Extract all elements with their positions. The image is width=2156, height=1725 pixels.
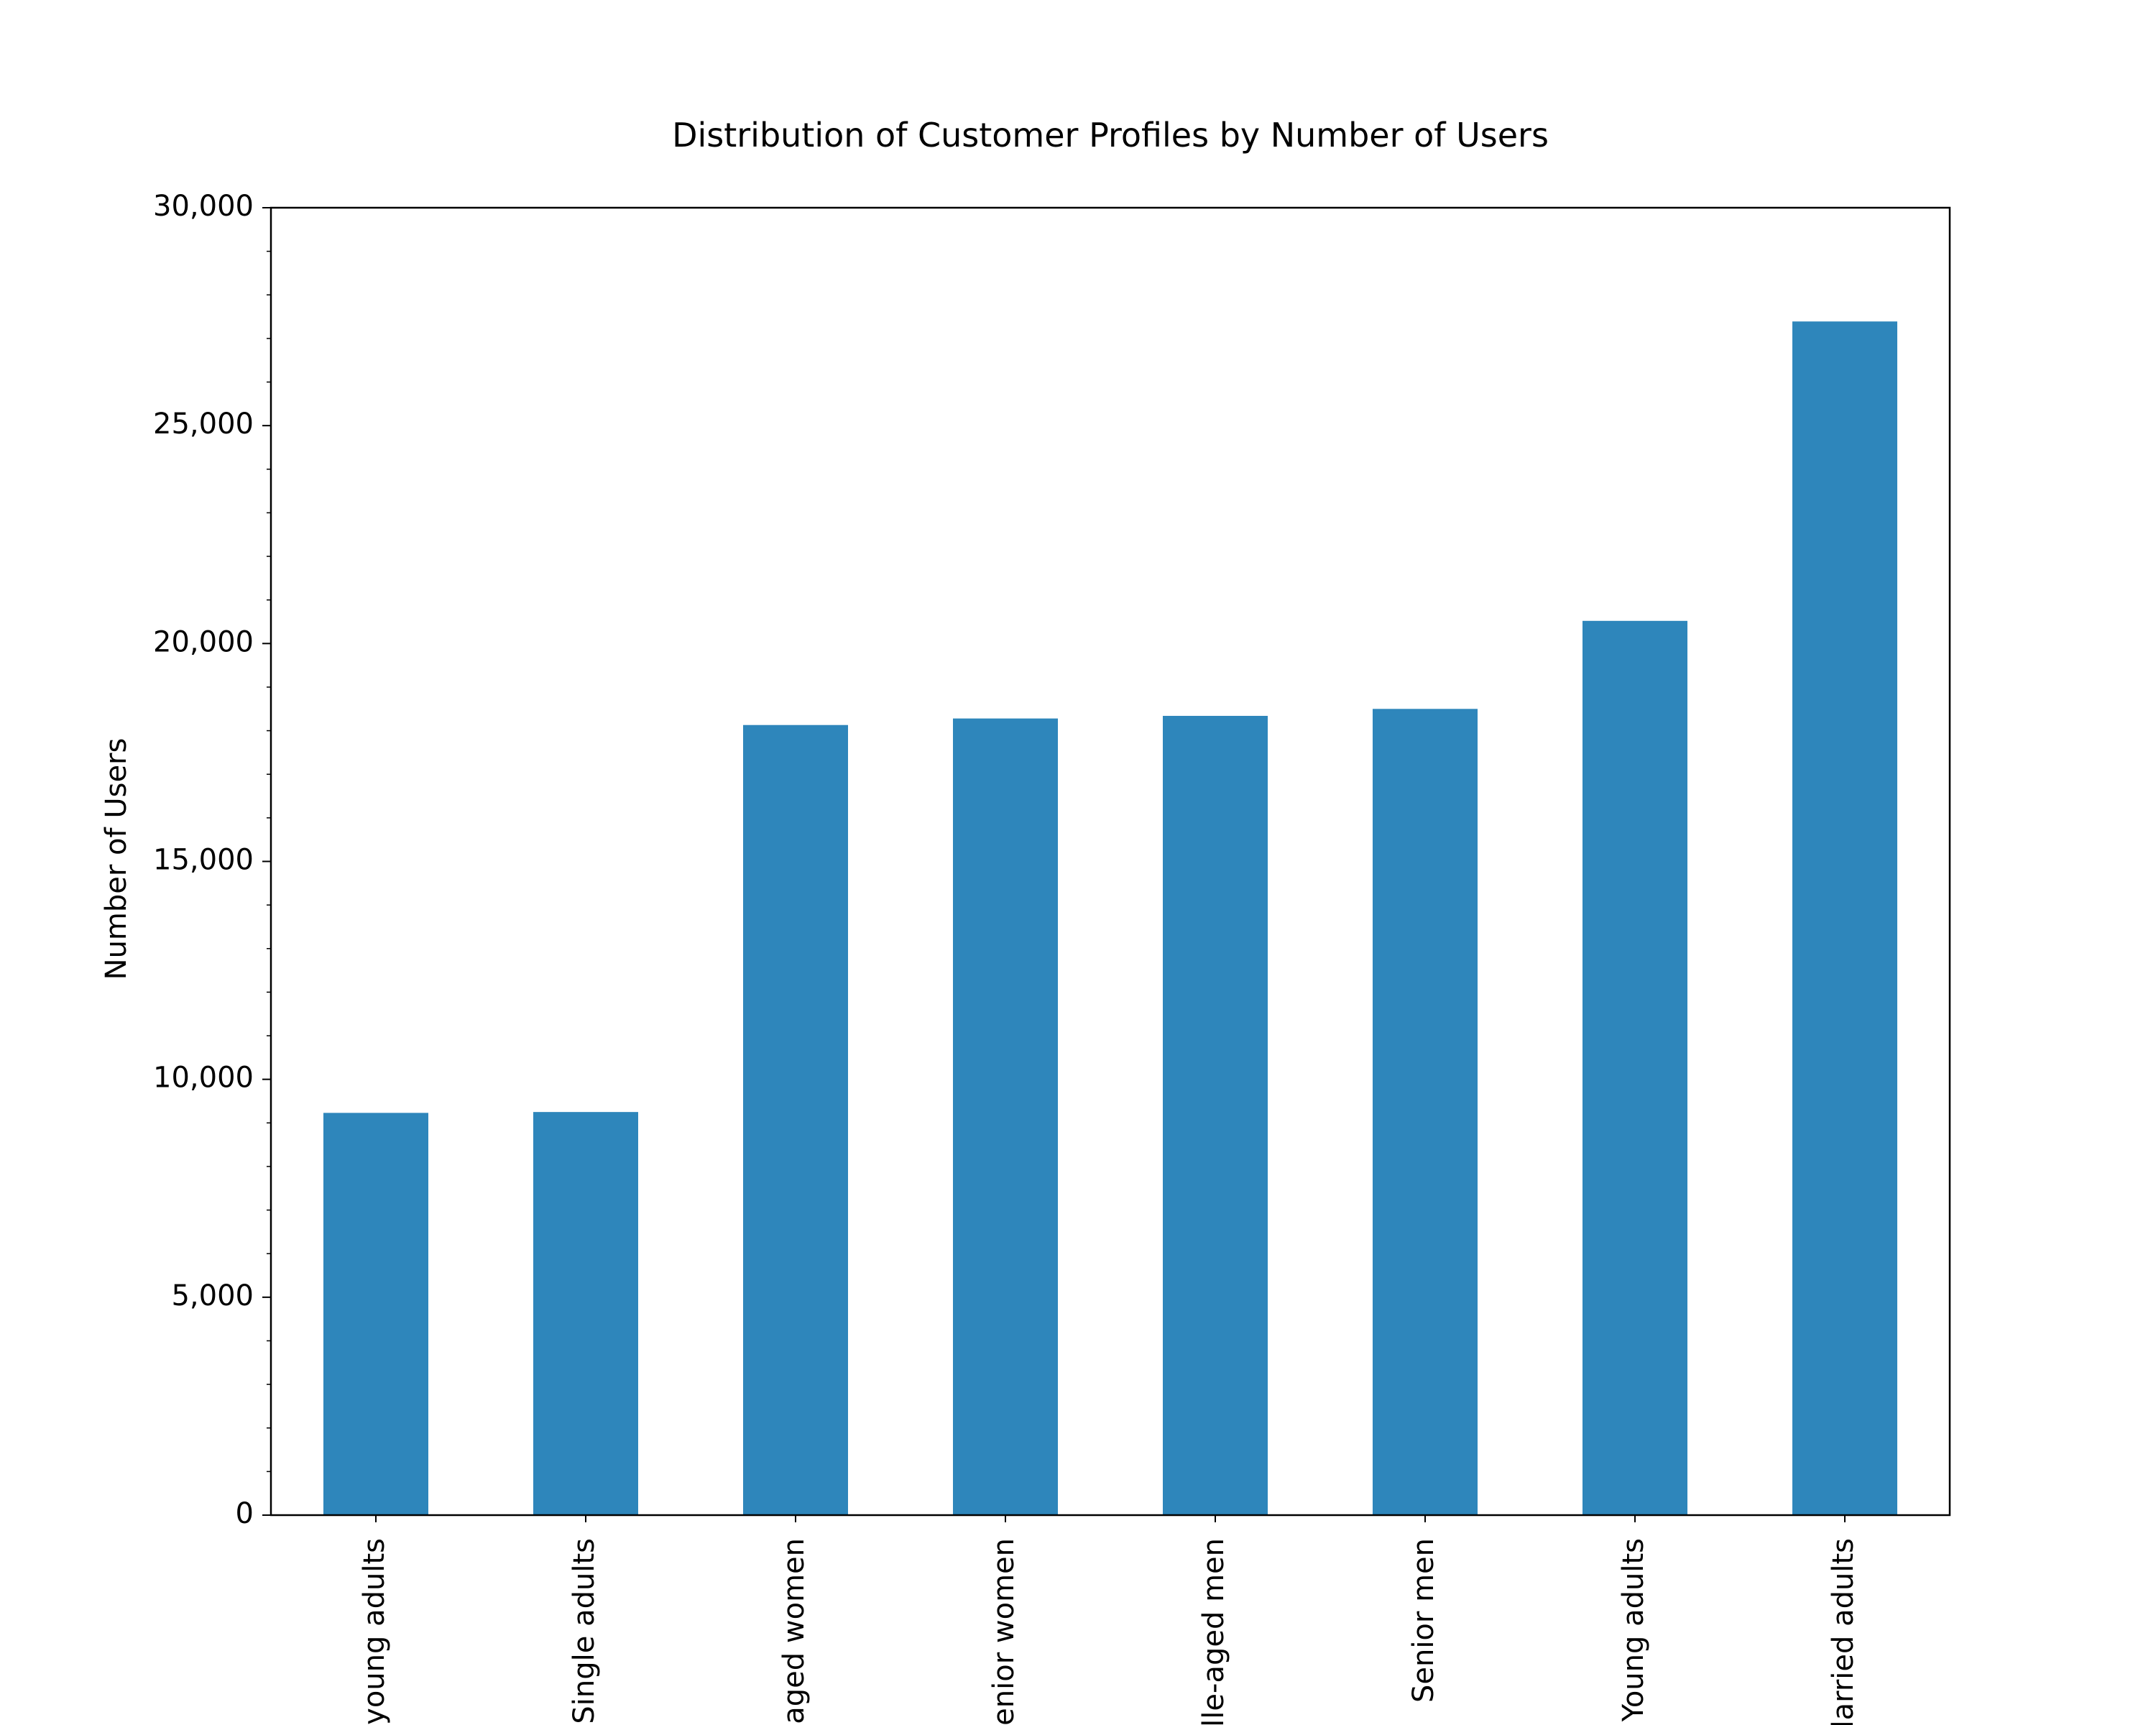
bar [1373, 709, 1478, 1515]
x-tick-label: Senior men [1407, 1538, 1440, 1703]
bar [743, 724, 848, 1515]
y-tick-label: 10,000 [153, 1062, 254, 1095]
x-axis-ticks: young adults Single adults aged women enior… [358, 1515, 1860, 1725]
x-tick-label: Young adults [1617, 1538, 1650, 1722]
plot-frame [270, 206, 1951, 1517]
y-tick-label: 15,000 [153, 844, 254, 877]
x-tick-label: enior women [987, 1538, 1021, 1725]
bar [1583, 620, 1687, 1516]
bar [323, 1113, 428, 1515]
x-tick-label: young adults [358, 1538, 391, 1725]
y-axis-label: Number of Users [100, 738, 133, 980]
y-tick-label: 25,000 [153, 408, 254, 441]
y-axis-ticks: 0 5,000 10,000 15,000 20,000 25,000 30,000 [153, 190, 271, 1530]
y-tick-label: 0 [236, 1497, 254, 1530]
chart-title: Distribution of Customer Profiles by Num… [672, 116, 1549, 155]
x-tick-label: lle-aged men [1197, 1538, 1230, 1725]
bar [533, 1112, 638, 1515]
x-tick-label: Single adults [568, 1538, 601, 1724]
bars [323, 321, 1897, 1516]
bar [953, 718, 1058, 1515]
x-tick-label: larried adults [1827, 1538, 1860, 1725]
bar [1792, 321, 1897, 1516]
y-tick-label: 30,000 [153, 190, 254, 223]
x-tick-label: aged women [778, 1538, 811, 1724]
bar [1163, 715, 1268, 1516]
y-tick-label: 5,000 [171, 1279, 254, 1312]
y-tick-label: 20,000 [153, 625, 254, 658]
